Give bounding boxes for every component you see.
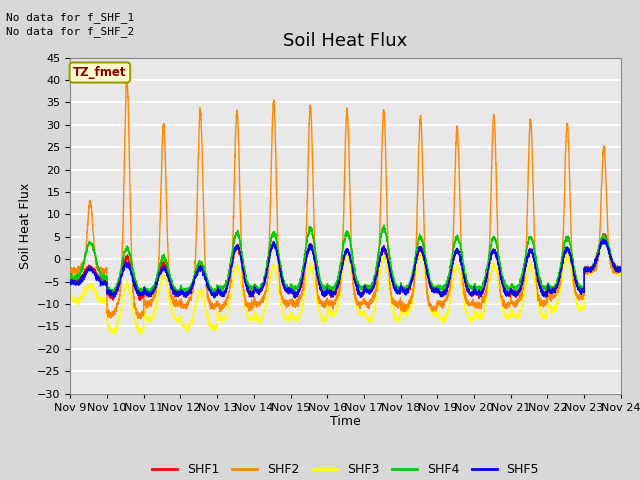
Title: Soil Heat Flux: Soil Heat Flux: [284, 33, 408, 50]
Y-axis label: Soil Heat Flux: Soil Heat Flux: [19, 182, 31, 269]
Text: No data for f_SHF_1: No data for f_SHF_1: [6, 12, 134, 23]
Text: TZ_fmet: TZ_fmet: [73, 66, 127, 79]
Text: No data for f_SHF_2: No data for f_SHF_2: [6, 26, 134, 37]
X-axis label: Time: Time: [330, 415, 361, 429]
Legend: SHF1, SHF2, SHF3, SHF4, SHF5: SHF1, SHF2, SHF3, SHF4, SHF5: [147, 458, 544, 480]
